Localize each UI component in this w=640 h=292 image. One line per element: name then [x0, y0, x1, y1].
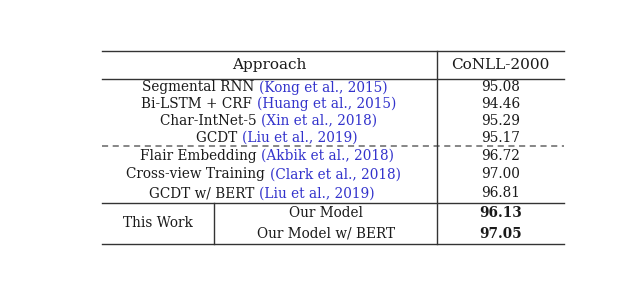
Text: 95.29: 95.29 — [481, 114, 520, 128]
Text: 95.17: 95.17 — [481, 131, 520, 145]
Text: (Xin et al., 2018): (Xin et al., 2018) — [261, 114, 377, 128]
Text: Our Model w/ BERT: Our Model w/ BERT — [257, 227, 395, 241]
Text: 95.08: 95.08 — [481, 80, 520, 94]
Text: CoNLL-2000: CoNLL-2000 — [451, 58, 550, 72]
Text: (Liu et al., 2019): (Liu et al., 2019) — [259, 186, 374, 200]
Text: 97.05: 97.05 — [479, 227, 522, 241]
Text: 96.81: 96.81 — [481, 186, 520, 200]
Text: 96.72: 96.72 — [481, 149, 520, 163]
Text: (Huang et al., 2015): (Huang et al., 2015) — [257, 97, 396, 111]
Text: Segmental RNN: Segmental RNN — [142, 80, 259, 94]
Text: (Clark et al., 2018): (Clark et al., 2018) — [269, 167, 401, 181]
Text: (Kong et al., 2015): (Kong et al., 2015) — [259, 80, 387, 95]
Text: (Liu et al., 2019): (Liu et al., 2019) — [241, 131, 357, 145]
Text: Char-IntNet-5: Char-IntNet-5 — [160, 114, 261, 128]
Text: 97.00: 97.00 — [481, 167, 520, 181]
Text: This Work: This Work — [124, 216, 193, 230]
Text: 94.46: 94.46 — [481, 97, 520, 111]
Text: Our Model: Our Model — [289, 206, 363, 220]
Text: Bi-LSTM + CRF: Bi-LSTM + CRF — [141, 97, 257, 111]
Text: 96.13: 96.13 — [479, 206, 522, 220]
Text: GCDT: GCDT — [196, 131, 241, 145]
Text: (Akbik et al., 2018): (Akbik et al., 2018) — [261, 149, 394, 163]
Text: Approach: Approach — [232, 58, 307, 72]
Text: Cross-view Training: Cross-view Training — [127, 167, 269, 181]
Text: Flair Embedding: Flair Embedding — [140, 149, 261, 163]
Text: GCDT w/ BERT: GCDT w/ BERT — [149, 186, 259, 200]
